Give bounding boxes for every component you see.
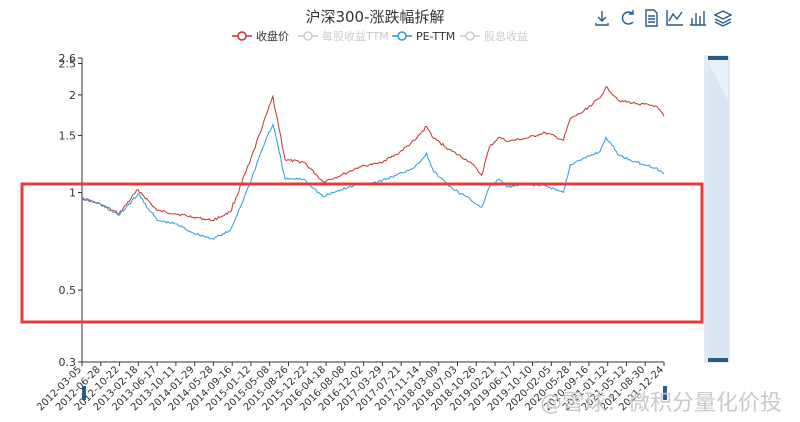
refresh-icon[interactable] bbox=[617, 8, 637, 28]
legend-item-eps[interactable]: 每股收益TTM bbox=[298, 29, 389, 43]
y-tick-label: 0.5 bbox=[59, 284, 77, 297]
data-zoom-slider[interactable] bbox=[704, 55, 730, 363]
legend-label-eps: 每股收益TTM bbox=[322, 29, 389, 43]
slider-bottom-handle[interactable] bbox=[708, 358, 728, 362]
plot-area bbox=[81, 86, 665, 240]
y-tick-label: 2.5 bbox=[59, 58, 77, 71]
y-axis: 2.62.5 2 1.5 1 0.5 0.3 bbox=[59, 52, 83, 369]
x-zoom-right-handle[interactable] bbox=[663, 386, 667, 400]
stack-icon[interactable] bbox=[713, 8, 733, 28]
y-tick-label: 0.3 bbox=[59, 356, 77, 369]
data-view-icon[interactable] bbox=[641, 8, 661, 28]
y-tick-label: 1 bbox=[69, 187, 76, 200]
y-tick-label: 2.6 bbox=[59, 52, 77, 65]
download-icon[interactable] bbox=[592, 8, 612, 28]
legend-item-pe[interactable]: PE-TTM bbox=[392, 30, 455, 43]
y-tick-label: 1.5 bbox=[59, 129, 77, 142]
x-axis: 2012-03-052012-06-282012-10-222013-02-18… bbox=[35, 361, 666, 413]
watermark: @雪球：微积分量化价投 bbox=[540, 391, 782, 416]
slider-top-handle[interactable] bbox=[708, 56, 728, 60]
series-line-close bbox=[81, 86, 665, 222]
line-type-icon[interactable] bbox=[665, 8, 685, 28]
chart-title: 沪深300-涨跌幅拆解 bbox=[305, 8, 444, 26]
toolbox bbox=[592, 8, 733, 28]
slider-preview bbox=[707, 60, 728, 358]
legend-label-pe: PE-TTM bbox=[416, 30, 455, 43]
y-tick-label: 2 bbox=[69, 89, 76, 102]
legend-label-dividend: 股息收益 bbox=[484, 29, 528, 43]
legend-item-dividend[interactable]: 股息收益 bbox=[460, 29, 528, 43]
legend-item-close[interactable]: 收盘价 bbox=[232, 29, 289, 43]
x-zoom-left-handle[interactable] bbox=[82, 386, 86, 400]
highlight-box bbox=[20, 182, 704, 324]
legend: 收盘价 每股收益TTM PE-TTM 股息收益 bbox=[232, 29, 528, 43]
bar-type-icon[interactable] bbox=[689, 8, 709, 28]
legend-label-close: 收盘价 bbox=[256, 29, 289, 43]
series-line-pe bbox=[81, 123, 665, 240]
